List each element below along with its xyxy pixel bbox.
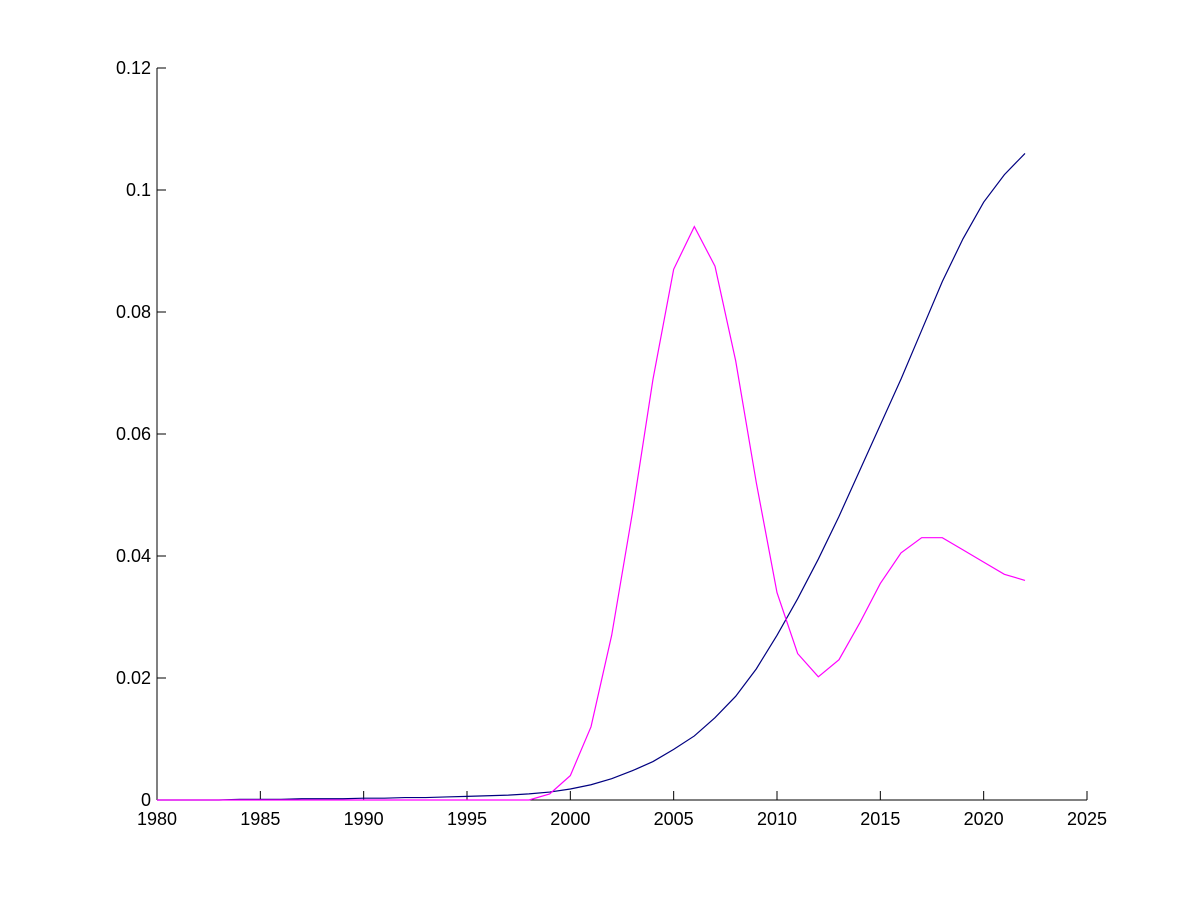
- series-line: [157, 152, 1026, 801]
- x-tick-label: 2010: [757, 809, 797, 829]
- y-tick-label: 0.12: [116, 58, 151, 78]
- y-tick-label: 0: [141, 790, 151, 810]
- x-tick-label: 1985: [240, 809, 280, 829]
- x-tick-label: 1980: [137, 809, 177, 829]
- x-tick-label: 2005: [654, 809, 694, 829]
- y-tick-label: 0.02: [116, 668, 151, 688]
- y-tick-label: 0.08: [116, 302, 151, 322]
- y-tick-label: 0.06: [116, 424, 151, 444]
- y-tick-label: 0.1: [126, 180, 151, 200]
- x-tick-label: 2020: [964, 809, 1004, 829]
- x-tick-label: 2025: [1067, 809, 1107, 829]
- y-tick-label: 0.04: [116, 546, 151, 566]
- series-line: [157, 225, 1026, 801]
- x-tick-label: 2015: [860, 809, 900, 829]
- x-tick-label: 2000: [550, 809, 590, 829]
- x-tick-label: 1995: [447, 809, 487, 829]
- x-tick-label: 1990: [344, 809, 384, 829]
